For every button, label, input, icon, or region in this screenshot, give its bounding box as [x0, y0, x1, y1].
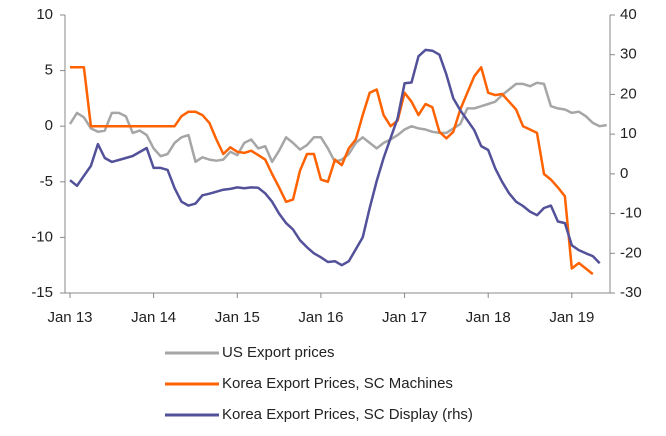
- y-tick-label: 0: [45, 117, 53, 134]
- series-line: [68, 81, 607, 164]
- y-tick-label: -10: [31, 228, 53, 245]
- y2-tick-label: 20: [620, 85, 637, 102]
- y2-tick-label: 0: [620, 165, 628, 182]
- x-tick-label: Jan 15: [215, 309, 260, 326]
- y2-tick-label: -20: [620, 244, 642, 261]
- legend-label: Korea Export Prices, SC Machines: [222, 375, 453, 392]
- series-line: [70, 66, 594, 276]
- legend-label: Korea Export Prices, SC Display (rhs): [222, 406, 473, 423]
- x-tick-label: Jan 16: [298, 309, 343, 326]
- y2-tick-label: 40: [620, 6, 637, 23]
- y2-tick-label: 30: [620, 46, 637, 63]
- y2-tick-label: -10: [620, 205, 642, 222]
- y-tick-label: 10: [36, 6, 53, 23]
- y-tick-label: -15: [31, 284, 53, 301]
- x-tick-label: Jan 18: [466, 309, 511, 326]
- y-tick-label: 5: [45, 62, 53, 79]
- x-tick-label: Jan 13: [47, 309, 92, 326]
- x-tick-label: Jan 14: [131, 309, 176, 326]
- y-tick-label: -5: [40, 173, 53, 190]
- x-tick-label: Jan 17: [382, 309, 427, 326]
- x-tick-label: Jan 19: [549, 309, 594, 326]
- legend-label: US Export prices: [222, 344, 335, 361]
- y2-tick-label: 10: [620, 125, 637, 142]
- series-line: [69, 48, 601, 267]
- y2-tick-label: -30: [620, 284, 642, 301]
